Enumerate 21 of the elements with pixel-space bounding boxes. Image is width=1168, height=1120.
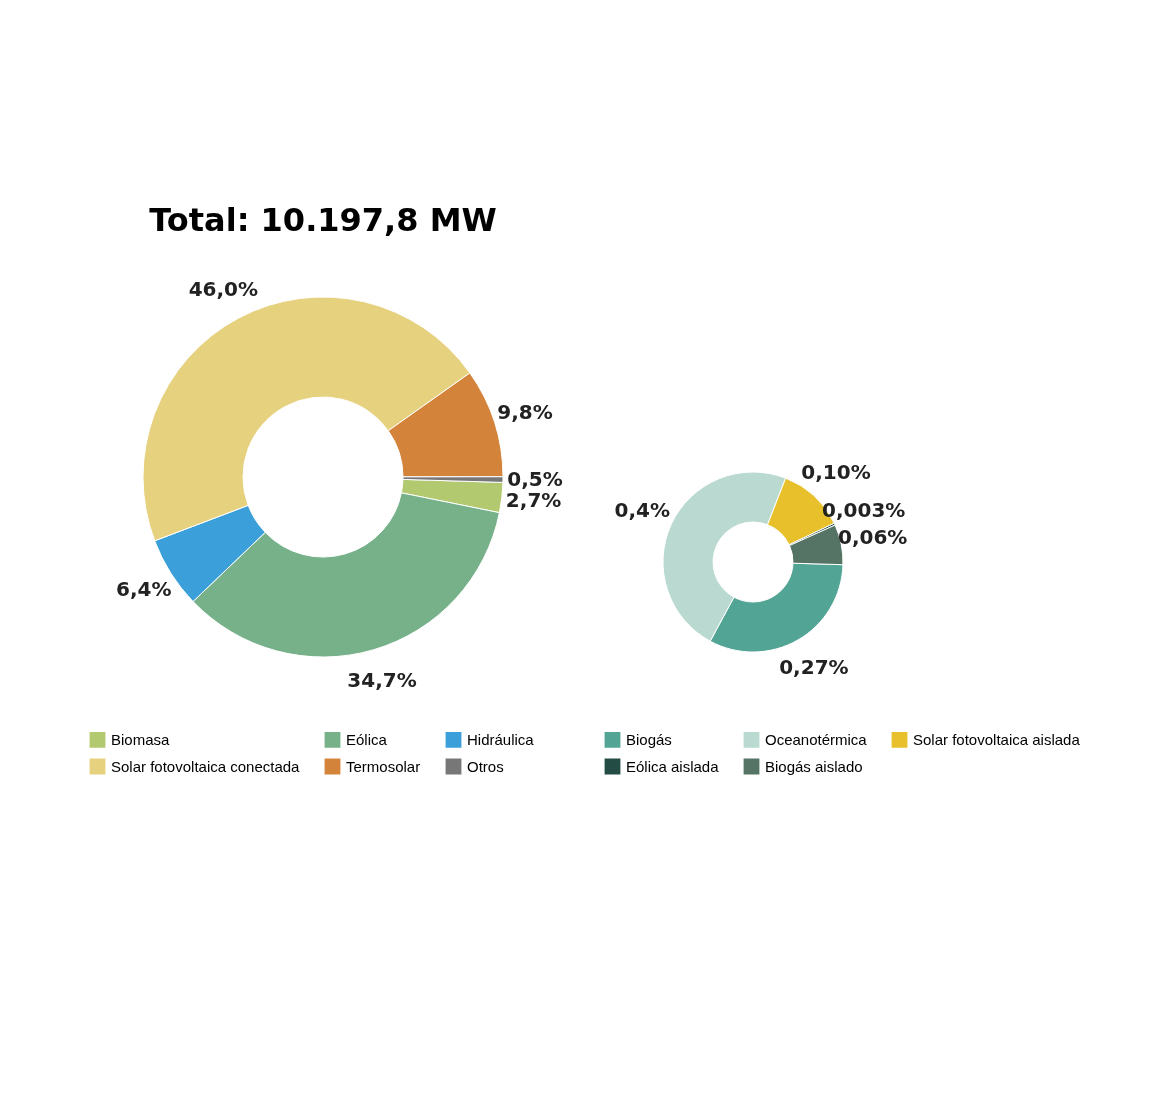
data-label: 0,4% bbox=[614, 497, 671, 522]
data-label: 46,0% bbox=[188, 276, 259, 301]
legend-label: Hidráulica bbox=[467, 730, 535, 748]
legend-label: Biomasa bbox=[111, 730, 171, 748]
legend-label: Solar fotovoltaica conectada bbox=[111, 757, 301, 775]
data-label: 0,003% bbox=[822, 497, 906, 522]
data-label: 0,06% bbox=[837, 525, 908, 550]
legend-label: Termosolar bbox=[346, 757, 421, 775]
legend-label: Biogás bbox=[626, 730, 672, 748]
data-label: 9,8% bbox=[497, 399, 553, 424]
legend-label: Solar fotovoltaica aislada bbox=[913, 730, 1081, 748]
data-label: 0,27% bbox=[779, 654, 849, 679]
chart-title: Total: 10.197,8 MW bbox=[149, 201, 497, 239]
data-label: 6,4% bbox=[116, 577, 172, 602]
legend-label: Oceanotérmica bbox=[765, 730, 868, 748]
legend-label: Otros bbox=[467, 757, 504, 775]
data-label: 0,10% bbox=[801, 459, 871, 484]
data-label: 34,7% bbox=[347, 667, 417, 692]
legend-label: Eólica bbox=[346, 730, 388, 748]
legend-label: Eólica aislada bbox=[626, 757, 720, 775]
legend-label: Biogás aislado bbox=[765, 757, 863, 775]
